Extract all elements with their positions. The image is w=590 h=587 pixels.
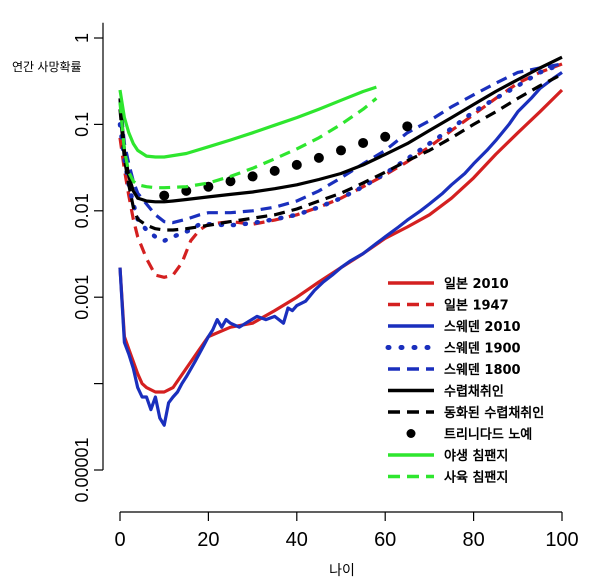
- legend-label: 동화된 수렵채취인: [444, 405, 544, 421]
- legend: 일본 2010 일본 1947 스웨덴 2010 스웨덴 1900 스웨덴 1800 수렵…: [385, 277, 544, 486]
- x-tick-label: 0: [114, 529, 125, 551]
- x-tick-label: 80: [462, 529, 484, 551]
- data-point: [336, 145, 346, 156]
- axes: 0.00001 0.001 0.01 0.1 1 0 20 40 60 80 100: [72, 22, 579, 551]
- data-point: [402, 121, 413, 132]
- series-line-4: [118, 62, 563, 225]
- x-tick-label: 20: [197, 529, 219, 551]
- series-line-8: [118, 85, 377, 159]
- series-line-1: [118, 62, 563, 279]
- y-tick-label: 1: [72, 33, 92, 43]
- legend-label: 스웨덴 1800: [444, 362, 521, 378]
- series-line-3: [117, 61, 565, 244]
- legend-swatch: [406, 429, 416, 438]
- x-axis-label: 나이: [329, 562, 355, 578]
- series-line-6: [118, 72, 563, 232]
- legend-label: 일본 2010: [444, 277, 509, 292]
- data-point: [159, 190, 170, 201]
- data-point: [313, 152, 324, 163]
- data-point: [291, 159, 302, 170]
- series-line-5: [118, 55, 563, 204]
- legend-label: 트리니다드 노예: [444, 427, 532, 443]
- x-tick-label: 60: [374, 529, 396, 551]
- legend-label: 일본 1947: [444, 299, 509, 314]
- y-tick-label: 0.01: [72, 193, 92, 228]
- y-tick-label: 0.001: [72, 275, 92, 320]
- legend-label: 스웨덴 2010: [444, 319, 521, 335]
- legend-label: 수렵채취인: [444, 384, 504, 400]
- legend-label: 사육 침팬지: [444, 470, 508, 486]
- y-tick-label: 0.1: [72, 112, 92, 137]
- legend-label: 야생 침팬지: [444, 448, 508, 464]
- series-trinidad-slaves: [159, 121, 413, 201]
- series-line-0: [118, 88, 564, 394]
- data-point: [269, 165, 280, 176]
- data-point: [380, 131, 391, 142]
- series-line-2: [118, 71, 563, 427]
- series-line-9: [118, 97, 378, 190]
- legend-label: 스웨덴 1900: [444, 341, 521, 357]
- data-point: [247, 171, 258, 182]
- data-point: [225, 176, 236, 187]
- x-tick-label: 40: [286, 529, 308, 551]
- series-layer: [117, 55, 565, 427]
- y-axis-label: 연간 사망확률: [12, 60, 82, 74]
- data-point: [358, 137, 369, 148]
- y-tick-label: 0.00001: [72, 437, 92, 502]
- x-tick-label: 100: [545, 529, 578, 551]
